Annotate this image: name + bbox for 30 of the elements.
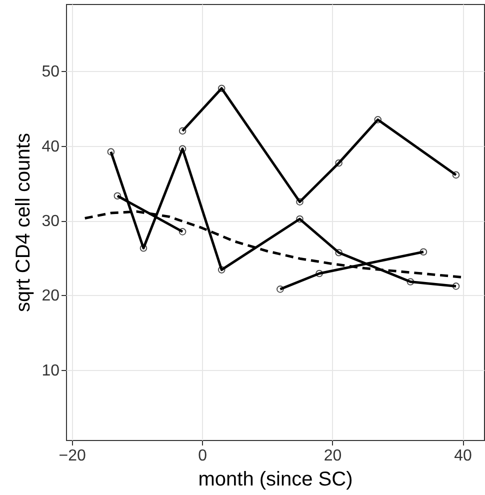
point bbox=[296, 215, 304, 223]
point bbox=[140, 244, 148, 252]
y-tick-label: 40 bbox=[42, 138, 60, 156]
y-tick-label: 20 bbox=[42, 288, 60, 305]
point bbox=[452, 171, 460, 179]
point bbox=[296, 198, 304, 206]
x-tick-label: 20 bbox=[324, 448, 342, 464]
point bbox=[114, 192, 122, 200]
y-axis-title: sqrt CD4 cell counts bbox=[12, 133, 35, 312]
point bbox=[178, 145, 186, 152]
y-tick-label: 10 bbox=[42, 362, 60, 380]
point bbox=[420, 248, 428, 256]
x-tick-label: −20 bbox=[58, 448, 86, 464]
point bbox=[406, 278, 414, 286]
y-tick-label: 50 bbox=[42, 64, 60, 81]
x-axis-title: month (since SC) bbox=[198, 468, 353, 490]
point bbox=[316, 270, 323, 278]
x-tick-label: 0 bbox=[198, 448, 208, 464]
point bbox=[374, 116, 382, 124]
point bbox=[335, 248, 342, 256]
point bbox=[178, 127, 186, 135]
x-tick-label: 40 bbox=[454, 448, 472, 464]
point bbox=[107, 148, 115, 156]
point bbox=[276, 286, 284, 293]
point bbox=[218, 266, 226, 274]
point bbox=[218, 84, 226, 92]
point bbox=[178, 228, 186, 236]
point bbox=[452, 282, 460, 290]
point bbox=[335, 159, 342, 167]
y-tick-label: 30 bbox=[42, 213, 60, 230]
